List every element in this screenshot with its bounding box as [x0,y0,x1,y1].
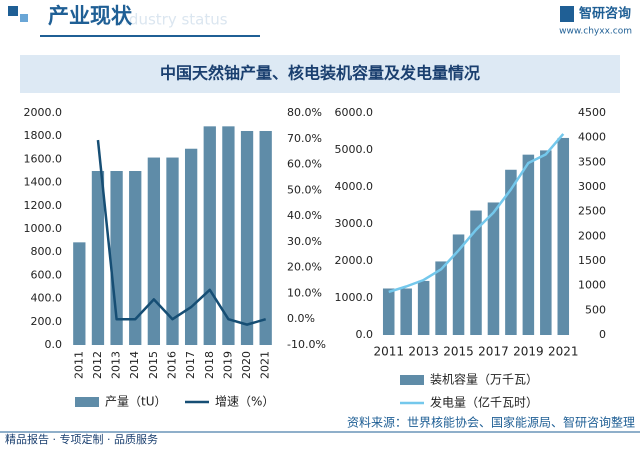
y2-tick-label: 3000 [578,180,606,193]
bar [166,157,179,345]
y2-tick-label: 1500 [578,254,606,267]
legend-label: 装机容量（万千瓦） [430,372,538,387]
x-tick-label: 2021 [259,351,272,379]
x-tick-label: 2016 [166,351,179,379]
logo: 智研咨询 [579,6,631,22]
y-tick-label: 1200.0 [24,199,63,212]
bar [557,137,570,335]
y-tick-label: 0.0 [356,328,374,341]
x-tick-label: 2011 [373,345,404,359]
header-title: 产业现状 [48,4,133,28]
bar [522,154,535,335]
y-tick-label: 1800.0 [24,129,63,142]
logo-icon [560,6,574,22]
y-tick-label: 4000.0 [335,180,374,193]
y2-tick-label: -10.0% [287,338,326,351]
y2-tick-label: 20.0% [287,261,322,274]
bar [452,234,465,335]
x-tick-label: 2020 [240,351,253,379]
legend-label: 发电量（亿千瓦时） [430,395,538,410]
y2-tick-label: 0 [599,328,606,341]
x-tick-label: 2019 [221,351,234,379]
bar [240,130,254,345]
legend-label: 产量（tU） [105,395,167,409]
y-tick-label: 600.0 [31,268,63,281]
y-tick-label: 200.0 [31,315,63,328]
x-tick-label: 2017 [184,351,197,379]
x-tick-label: 2013 [408,345,439,359]
y-tick-label: 6000.0 [335,106,374,119]
y2-tick-label: 80.0% [287,106,322,119]
y2-tick-label: 3500 [578,155,606,168]
x-tick-label: 2011 [72,351,85,379]
y2-tick-label: 70.0% [287,132,322,145]
x-tick-label: 2015 [443,345,474,359]
x-tick-label: 2012 [91,351,104,379]
y-tick-label: 1000.0 [335,291,374,304]
bar [417,280,430,335]
x-tick-label: 2013 [110,351,123,379]
y2-tick-label: 0.0% [287,312,315,325]
y2-tick-label: 50.0% [287,183,322,196]
y2-tick-label: 4500 [578,106,606,119]
y-tick-label: 800.0 [31,245,63,258]
y-tick-label: 2000.0 [24,106,63,119]
y-tick-label: 2000.0 [335,254,374,267]
y-tick-label: 1400.0 [24,176,63,189]
title-box [20,55,620,93]
footer-left: 精品报告 · 专项定制 · 品质服务 [5,432,158,446]
url: www.chyxx.com [559,27,632,37]
y-tick-label: 0.0 [45,338,63,351]
y-tick-label: 5000.0 [335,143,374,156]
y2-tick-label: 40.0% [287,209,322,222]
bar [505,169,517,335]
bar [400,288,412,335]
y-tick-label: 1000.0 [24,222,63,235]
x-tick-label: 2014 [128,351,141,379]
bar [470,210,482,335]
bar [382,288,395,335]
header-watermark: Industry status [115,11,228,29]
bar [540,150,552,335]
y2-tick-label: 4000 [578,131,606,144]
bar [184,148,198,345]
x-tick-label: 2018 [203,351,216,379]
bar [91,171,105,345]
bar [259,130,272,345]
y2-tick-label: 500 [585,303,606,316]
bar [147,157,161,345]
y2-tick-label: 30.0% [287,235,322,248]
y2-tick-label: 2500 [578,205,606,218]
bar [129,171,142,345]
y-tick-label: 1600.0 [24,152,63,165]
y-tick-label: 3000.0 [335,217,374,230]
x-tick-label: 2021 [548,345,579,359]
line [96,139,267,326]
x-tick-label: 2015 [147,351,160,379]
bar [222,126,235,345]
header-icon [8,6,18,16]
y-tick-label: 400.0 [31,292,63,305]
bar [435,261,447,335]
legend-label: 增速（%） [215,395,274,409]
header-icon [20,14,28,22]
y2-tick-label: 60.0% [287,158,322,171]
line [388,133,565,294]
bar [487,202,500,335]
x-tick-label: 2017 [478,345,509,359]
y2-tick-label: 2000 [578,229,606,242]
legend-swatch [400,375,424,385]
chart-title: 中国天然铀产量、核电装机容量及发电量情况 [160,64,480,83]
source: 资料来源：世界核能协会、国家能源局、智研咨询整理 [347,415,635,430]
legend-swatch [75,397,99,407]
y2-tick-label: 1000 [578,279,606,292]
bar [73,242,86,345]
x-tick-label: 2019 [513,345,544,359]
y2-tick-label: 10.0% [287,286,322,299]
bar [203,126,216,345]
